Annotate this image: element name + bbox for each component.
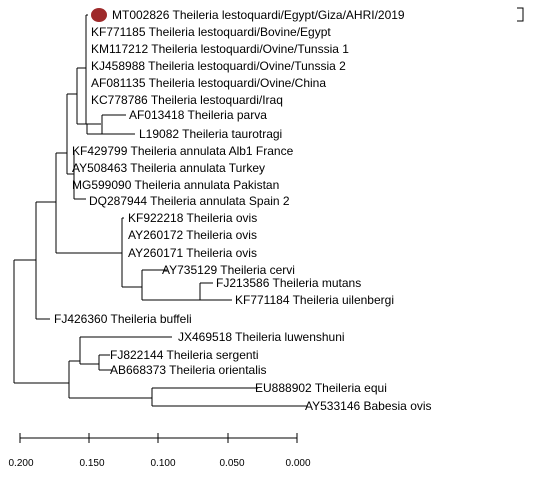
- branch: [85, 14, 88, 124]
- leaf-label-mg599090: MG599090 Theileria annulata Pakistan: [72, 178, 279, 192]
- query-marker-dot: [91, 8, 107, 22]
- leaf-label-ay508463: AY508463 Theileria annulata Turkey: [72, 161, 265, 175]
- leaf-label-kf771185: KF771185 Theileria lestoquardi/Bovine/Eg…: [91, 25, 331, 39]
- bracket-mark: [517, 7, 524, 22]
- branch: [86, 123, 102, 135]
- branch: [199, 282, 232, 301]
- tree-branches: [13, 14, 307, 407]
- leaf-label-kc778786: KC778786 Theileria lestoquardi/Iraq: [91, 93, 283, 107]
- scale-tick-label: 0.150: [79, 458, 104, 469]
- branch: [141, 269, 200, 301]
- leaf-label-ay533146: AY533146 Babesia ovis: [305, 399, 432, 413]
- leaf-label-af013418: AF013418 Theileria parva: [129, 108, 267, 122]
- branch: [76, 67, 86, 124]
- leaf-label-ay260171: AY260171 Theileria ovis: [128, 246, 257, 260]
- leaf-label-eu888902: EU888902 Theileria equi: [255, 381, 387, 395]
- branch: [13, 259, 69, 384]
- leaf-label-af081135: AF081135 Theileria lestoquardi/Ovine/Chi…: [91, 76, 326, 90]
- branch: [79, 336, 172, 365]
- branch: [68, 360, 152, 399]
- leaf-label-jx469518: JX469518 Theileria luwenshuni: [178, 330, 345, 344]
- leaf-label-dq287944: DQ287944 Theileria annulata Spain 2: [89, 194, 290, 208]
- branch: [67, 151, 75, 199]
- leaf-label-fj822144: FJ822144 Theileria sergenti: [110, 348, 259, 362]
- branch: [101, 114, 135, 135]
- branch: [121, 217, 142, 288]
- branch: [151, 387, 307, 407]
- leaf-label-kj458988: KJ458988 Theileria lestoquardi/Ovine/Tun…: [91, 59, 346, 73]
- branch: [98, 354, 112, 371]
- leaf-label-ay735129: AY735129 Theileria cervi: [162, 263, 295, 277]
- leaf-label-kf771184: KF771184 Theileria uilenbergi: [235, 293, 394, 307]
- scale-tick-label: 0.100: [150, 458, 175, 469]
- leaf-labels: MT002826 Theileria lestoquardi/Egypt/Giz…: [54, 8, 432, 413]
- leaf-label-ay260172: AY260172 Theileria ovis: [128, 228, 257, 242]
- scale-tick-label: 0.000: [285, 458, 310, 469]
- leaf-label-ab668373: AB668373 Theileria orientalis: [110, 363, 267, 377]
- leaf-label-mt002826: MT002826 Theileria lestoquardi/Egypt/Giz…: [112, 8, 405, 22]
- branch: [55, 152, 122, 254]
- scale-axis: 0.200 0.150 0.100 0.050 0.000: [8, 433, 311, 469]
- scale-tick-label: 0.050: [219, 458, 244, 469]
- scale-tick-label: 0.200: [8, 458, 33, 469]
- leaf-label-fj426360: FJ426360 Theileria buffeli: [54, 312, 192, 326]
- leaf-label-km117212: KM117212 Theileria lestoquardi/Ovine/Tun…: [91, 42, 349, 56]
- branch: [35, 201, 56, 320]
- leaf-label-kf429799: KF429799 Theileria annulata Alb1 France: [72, 144, 294, 158]
- leaf-label-l19082: L19082 Theileria taurotragi: [139, 127, 282, 141]
- leaf-label-kf922218: KF922218 Theileria ovis: [128, 211, 257, 225]
- leaf-label-fj213586: FJ213586 Theileria mutans: [216, 276, 361, 290]
